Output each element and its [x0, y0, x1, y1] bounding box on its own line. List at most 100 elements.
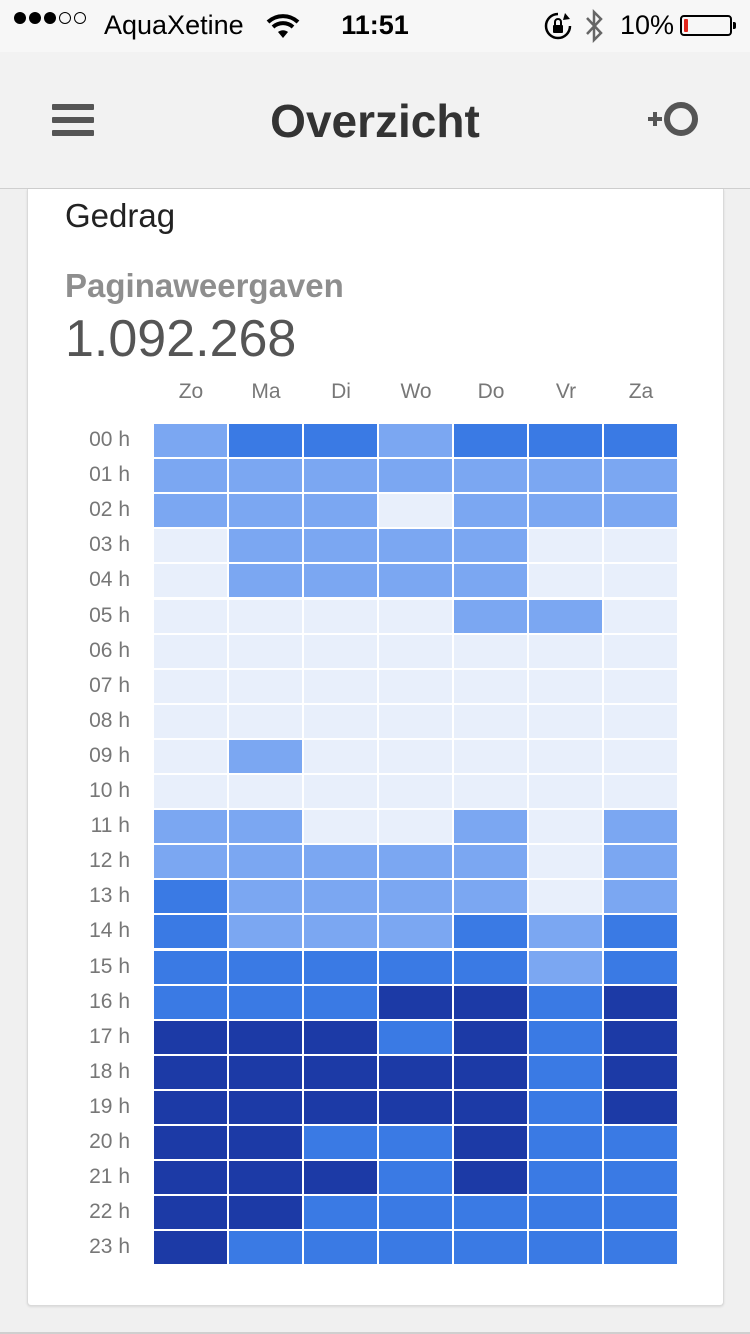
- heatmap-cell[interactable]: [304, 950, 377, 984]
- heatmap-cell[interactable]: [604, 950, 677, 984]
- heatmap-cell[interactable]: [529, 704, 602, 738]
- heatmap-cell[interactable]: [154, 599, 227, 633]
- heatmap-cell[interactable]: [379, 915, 452, 949]
- heatmap-cell[interactable]: [529, 1161, 602, 1195]
- heatmap-cell[interactable]: [604, 669, 677, 703]
- heatmap-cell[interactable]: [229, 985, 302, 1019]
- heatmap-cell[interactable]: [379, 529, 452, 563]
- heatmap-cell[interactable]: [454, 1196, 527, 1230]
- heatmap-cell[interactable]: [304, 564, 377, 598]
- heatmap-cell[interactable]: [229, 739, 302, 773]
- heatmap-cell[interactable]: [304, 1020, 377, 1054]
- heatmap-cell[interactable]: [529, 845, 602, 879]
- heatmap-cell[interactable]: [154, 775, 227, 808]
- heatmap-cell[interactable]: [229, 529, 302, 563]
- heatmap-cell[interactable]: [304, 1231, 377, 1265]
- heatmap-cell[interactable]: [454, 880, 527, 914]
- heatmap-cell[interactable]: [529, 564, 602, 598]
- heatmap-cell[interactable]: [604, 634, 677, 668]
- heatmap-cell[interactable]: [229, 775, 302, 808]
- heatmap-cell[interactable]: [604, 424, 677, 457]
- heatmap-cell[interactable]: [229, 494, 302, 528]
- heatmap-cell[interactable]: [304, 1126, 377, 1159]
- heatmap-cell[interactable]: [454, 1020, 527, 1054]
- heatmap-cell[interactable]: [454, 775, 527, 808]
- heatmap-cell[interactable]: [229, 810, 302, 844]
- heatmap-cell[interactable]: [604, 739, 677, 773]
- heatmap-cell[interactable]: [229, 599, 302, 633]
- heatmap-cell[interactable]: [604, 1231, 677, 1265]
- heatmap-cell[interactable]: [379, 1231, 452, 1265]
- heatmap-cell[interactable]: [529, 739, 602, 773]
- heatmap-cell[interactable]: [604, 529, 677, 563]
- heatmap-cell[interactable]: [304, 845, 377, 879]
- heatmap-cell[interactable]: [529, 810, 602, 844]
- heatmap-cell[interactable]: [454, 494, 527, 528]
- heatmap-cell[interactable]: [604, 985, 677, 1019]
- heatmap-cell[interactable]: [229, 704, 302, 738]
- heatmap-cell[interactable]: [304, 494, 377, 528]
- heatmap-cell[interactable]: [604, 459, 677, 493]
- heatmap-cell[interactable]: [529, 1090, 602, 1124]
- heatmap-cell[interactable]: [304, 985, 377, 1019]
- heatmap-cell[interactable]: [379, 669, 452, 703]
- heatmap-cell[interactable]: [229, 1055, 302, 1089]
- heatmap-cell[interactable]: [229, 915, 302, 949]
- heatmap-cell[interactable]: [604, 1090, 677, 1124]
- heatmap-cell[interactable]: [379, 1055, 452, 1089]
- heatmap-cell[interactable]: [454, 1090, 527, 1124]
- heatmap-cell[interactable]: [304, 634, 377, 668]
- heatmap-cell[interactable]: [604, 1055, 677, 1089]
- heatmap-cell[interactable]: [529, 1231, 602, 1265]
- heatmap-cell[interactable]: [154, 704, 227, 738]
- heatmap-cell[interactable]: [304, 1196, 377, 1230]
- heatmap-cell[interactable]: [379, 775, 452, 808]
- heatmap-cell[interactable]: [604, 599, 677, 633]
- heatmap-cell[interactable]: [604, 1126, 677, 1159]
- heatmap-cell[interactable]: [604, 775, 677, 808]
- heatmap-cell[interactable]: [154, 1126, 227, 1159]
- heatmap-cell[interactable]: [379, 494, 452, 528]
- heatmap-cell[interactable]: [454, 985, 527, 1019]
- heatmap-cell[interactable]: [229, 1196, 302, 1230]
- heatmap-cell[interactable]: [454, 1231, 527, 1265]
- heatmap-cell[interactable]: [529, 950, 602, 984]
- heatmap-cell[interactable]: [304, 459, 377, 493]
- heatmap-cell[interactable]: [529, 424, 602, 457]
- heatmap-cell[interactable]: [304, 599, 377, 633]
- heatmap-cell[interactable]: [379, 1161, 452, 1195]
- heatmap-cell[interactable]: [154, 1090, 227, 1124]
- heatmap-cell[interactable]: [154, 739, 227, 773]
- heatmap-cell[interactable]: [454, 1126, 527, 1159]
- heatmap-cell[interactable]: [379, 599, 452, 633]
- heatmap-cell[interactable]: [529, 1020, 602, 1054]
- heatmap-cell[interactable]: [604, 810, 677, 844]
- heatmap-cell[interactable]: [304, 424, 377, 457]
- heatmap-cell[interactable]: [154, 1196, 227, 1230]
- heatmap-cell[interactable]: [154, 810, 227, 844]
- heatmap-cell[interactable]: [379, 739, 452, 773]
- heatmap-cell[interactable]: [454, 634, 527, 668]
- heatmap-cell[interactable]: [379, 1020, 452, 1054]
- heatmap-cell[interactable]: [304, 810, 377, 844]
- heatmap-cell[interactable]: [154, 669, 227, 703]
- heatmap-cell[interactable]: [229, 459, 302, 493]
- heatmap-cell[interactable]: [454, 459, 527, 493]
- heatmap-cell[interactable]: [379, 845, 452, 879]
- heatmap-cell[interactable]: [454, 810, 527, 844]
- heatmap-cell[interactable]: [229, 1231, 302, 1265]
- heatmap-cell[interactable]: [154, 634, 227, 668]
- heatmap-cell[interactable]: [604, 564, 677, 598]
- heatmap-cell[interactable]: [379, 810, 452, 844]
- heatmap-cell[interactable]: [229, 1020, 302, 1054]
- heatmap-cell[interactable]: [229, 424, 302, 457]
- heatmap-cell[interactable]: [529, 459, 602, 493]
- heatmap-cell[interactable]: [454, 845, 527, 879]
- heatmap-cell[interactable]: [529, 1055, 602, 1089]
- heatmap-cell[interactable]: [454, 599, 527, 633]
- heatmap-cell[interactable]: [379, 459, 452, 493]
- heatmap-cell[interactable]: [379, 1126, 452, 1159]
- heatmap-cell[interactable]: [304, 1161, 377, 1195]
- heatmap-cell[interactable]: [154, 564, 227, 598]
- heatmap-cell[interactable]: [604, 1196, 677, 1230]
